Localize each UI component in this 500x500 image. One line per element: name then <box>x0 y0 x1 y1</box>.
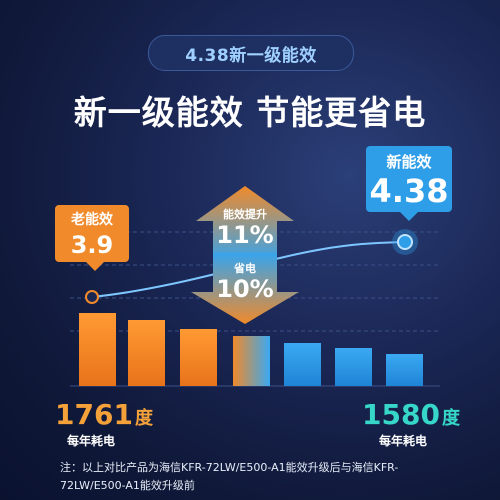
trend-line <box>91 241 406 298</box>
power-saving-label: 省电 <box>234 262 256 275</box>
bar <box>386 354 423 386</box>
efficiency-badge-text: 4.38新一级能效 <box>185 45 317 66</box>
bar <box>233 336 270 386</box>
efficiency-badge: 4.38新一级能效 <box>148 35 354 71</box>
bar <box>128 320 165 386</box>
old-consumption-unit: 度 <box>134 408 153 429</box>
efficiency-gain-value: 11% <box>216 221 274 249</box>
old-point <box>85 290 99 304</box>
bar <box>180 329 217 386</box>
new-consumption-caption: 每年耗电 <box>379 434 428 448</box>
old-efficiency-value: 3.9 <box>70 231 114 259</box>
bar <box>284 343 321 386</box>
page-headline: 新一级能效 节能更省电 <box>73 93 427 132</box>
old-callout-pointer <box>86 262 104 271</box>
bar <box>79 313 116 386</box>
new-consumption-value: 1580 <box>362 398 440 431</box>
new-efficiency-callout: 新能效 4.38 <box>366 146 452 212</box>
new-efficiency-label: 新能效 <box>386 153 432 171</box>
up-arrow-icon <box>196 186 294 262</box>
new-point <box>397 234 413 250</box>
old-efficiency-label: 老能效 <box>71 212 113 228</box>
power-saving-value: 10% <box>216 275 274 303</box>
footnote: 注：以上对比产品为海信KFR-72LW/E500-A1能效升级后与海信KFR-7… <box>60 461 399 492</box>
old-consumption-caption: 每年耗电 <box>67 434 116 448</box>
old-consumption-value: 1761 <box>55 398 133 431</box>
bar <box>335 348 372 386</box>
efficiency-gain-label: 能效提升 <box>223 208 267 221</box>
new-consumption-unit: 度 <box>441 408 460 429</box>
new-efficiency-value: 4.38 <box>369 172 449 210</box>
new-consumption: 1580 度 <box>362 401 460 429</box>
new-callout-pointer <box>400 212 418 221</box>
old-consumption: 1761 度 <box>55 401 153 429</box>
down-arrow-icon <box>191 253 299 324</box>
old-efficiency-callout: 老能效 3.9 <box>55 205 129 262</box>
